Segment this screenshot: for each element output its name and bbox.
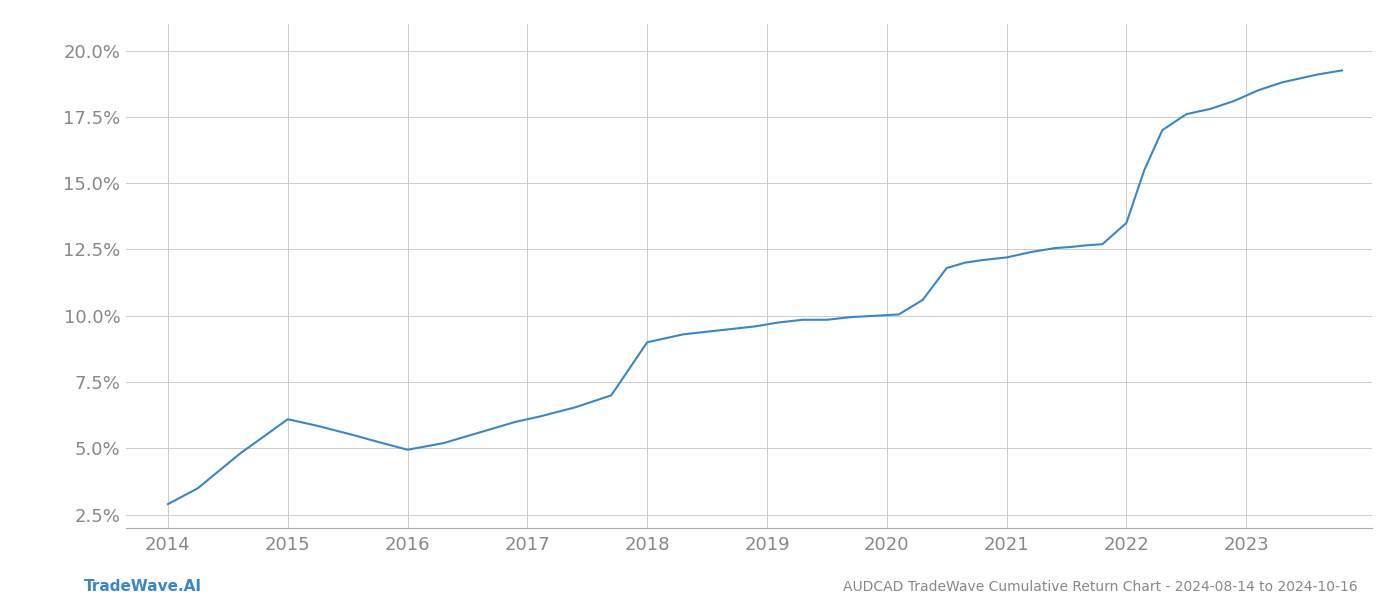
Text: AUDCAD TradeWave Cumulative Return Chart - 2024-08-14 to 2024-10-16: AUDCAD TradeWave Cumulative Return Chart…	[843, 580, 1358, 594]
Text: TradeWave.AI: TradeWave.AI	[84, 579, 202, 594]
